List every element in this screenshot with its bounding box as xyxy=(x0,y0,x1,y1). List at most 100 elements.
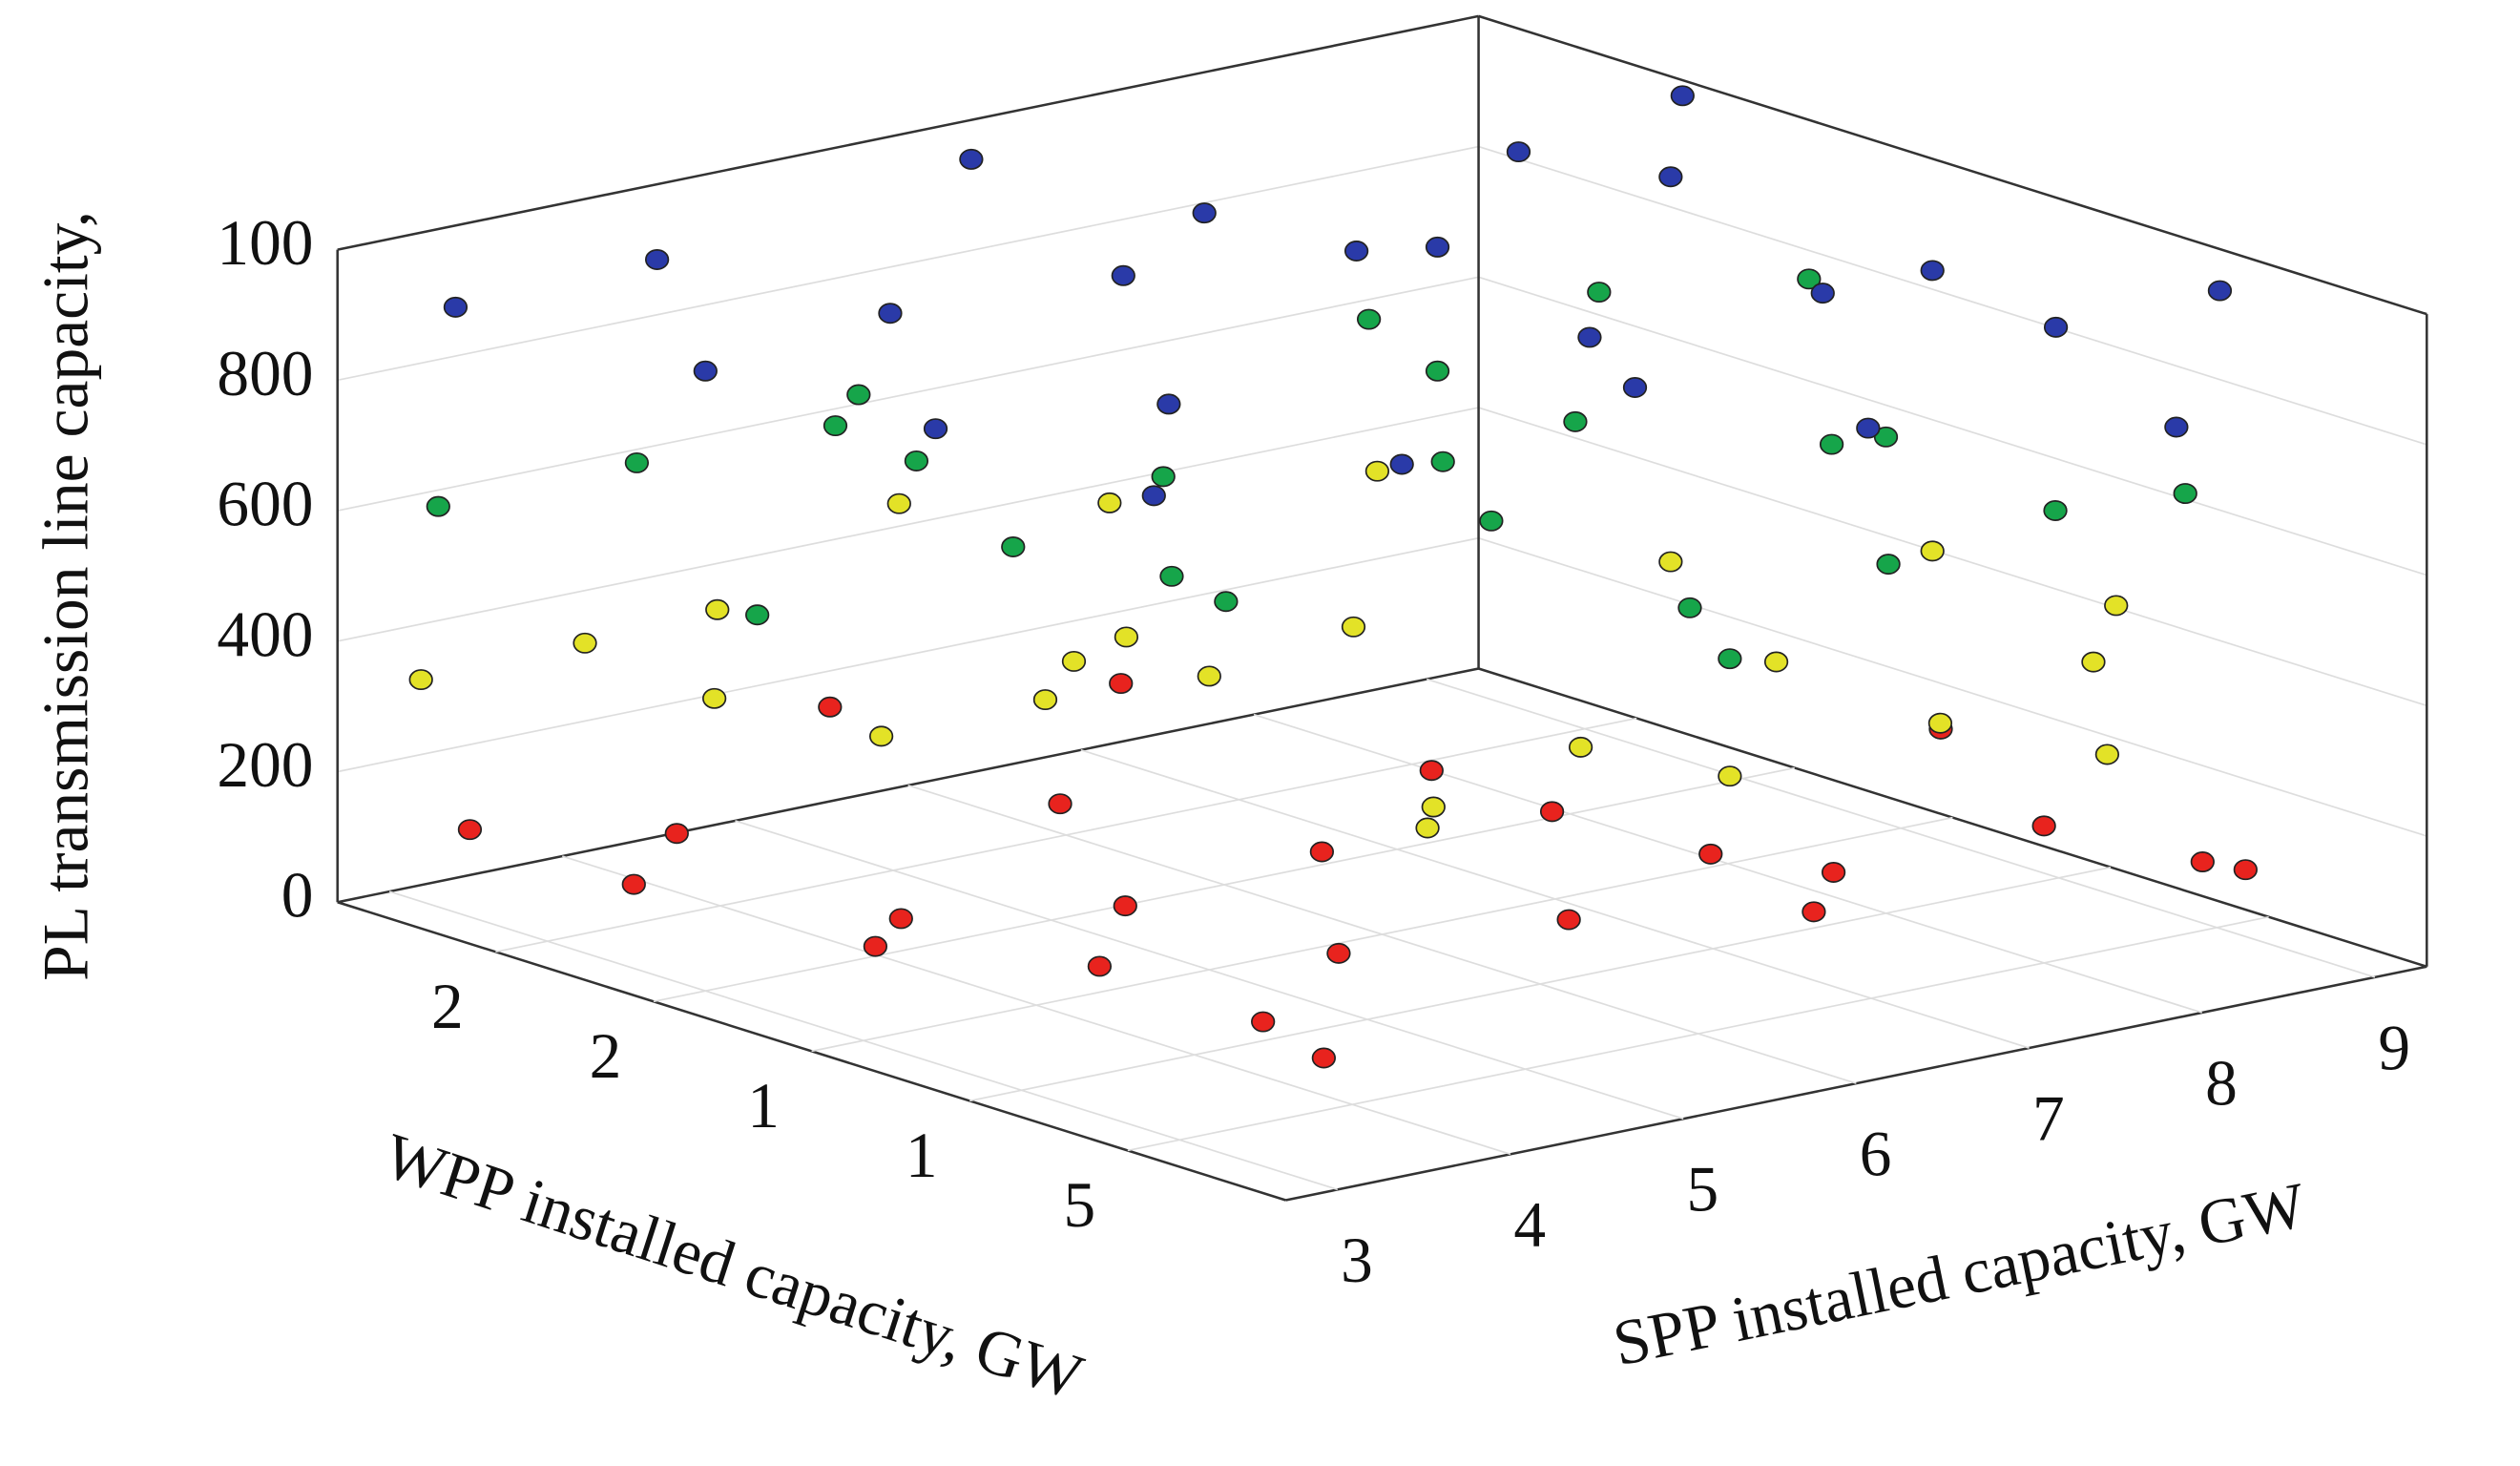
point xyxy=(1343,241,1369,262)
point xyxy=(1927,712,1953,734)
point xyxy=(878,303,903,325)
box-edge xyxy=(1478,667,2427,968)
point xyxy=(1032,689,1058,711)
point xyxy=(1214,591,1239,613)
point xyxy=(644,249,670,270)
point xyxy=(1389,453,1414,475)
point xyxy=(1111,264,1135,286)
x-tick-label: 5 xyxy=(1063,1169,1095,1241)
point xyxy=(621,873,646,895)
point xyxy=(1810,283,1835,304)
point xyxy=(1622,377,1648,398)
box-edge xyxy=(1478,14,2427,316)
point xyxy=(846,384,871,406)
point xyxy=(1159,565,1184,587)
point xyxy=(1658,551,1683,573)
point xyxy=(2031,815,2056,837)
box xyxy=(336,14,2428,1202)
point xyxy=(457,819,483,841)
point xyxy=(1718,648,1742,670)
y-tick-label: 9 xyxy=(2378,1012,2410,1083)
point xyxy=(923,418,948,440)
y-tick-label: 5 xyxy=(1687,1154,1719,1225)
point xyxy=(1156,393,1181,415)
point xyxy=(2190,851,2215,872)
point xyxy=(1364,460,1390,482)
point xyxy=(1819,433,1844,455)
point xyxy=(1556,909,1581,931)
point xyxy=(904,450,929,471)
point xyxy=(1539,801,1565,823)
x-tick-label: 2 xyxy=(590,1020,622,1092)
point xyxy=(693,360,718,382)
grid-line xyxy=(1253,713,2203,1014)
point xyxy=(1856,417,1881,439)
point xyxy=(1113,895,1137,917)
point xyxy=(1873,426,1899,448)
point xyxy=(1698,843,1723,865)
point xyxy=(1718,765,1742,787)
point xyxy=(1151,466,1176,488)
box-edge xyxy=(337,14,1479,251)
x-tick-label: 1 xyxy=(906,1120,938,1191)
grid-line xyxy=(337,407,1479,642)
x-tick-label: 1 xyxy=(747,1070,780,1141)
z-tick-label: 800 xyxy=(217,338,313,409)
point xyxy=(1821,862,1846,883)
z-tick-label: 400 xyxy=(217,598,313,670)
point xyxy=(1479,510,1504,532)
z-tick-label: 200 xyxy=(217,729,313,801)
point xyxy=(1763,651,1789,673)
y-tick-label: 6 xyxy=(1860,1119,1892,1190)
grid-line xyxy=(1426,678,2376,978)
point xyxy=(1419,760,1444,782)
y-tick-label: 7 xyxy=(2032,1082,2065,1154)
y-tick-label: 4 xyxy=(1513,1189,1546,1261)
point xyxy=(2081,651,2106,673)
grid-line xyxy=(735,820,1684,1120)
z-tick-label: 600 xyxy=(217,469,313,540)
grid-line xyxy=(1478,276,2427,576)
point xyxy=(1309,841,1335,863)
grid-line xyxy=(337,145,1479,382)
point xyxy=(1048,793,1073,815)
z-tick-label: 0 xyxy=(281,860,314,932)
point xyxy=(2164,416,2189,438)
point xyxy=(426,495,450,517)
point xyxy=(702,687,727,709)
point xyxy=(705,598,730,620)
point xyxy=(1356,308,1382,330)
point xyxy=(1506,141,1531,163)
point xyxy=(2043,316,2069,338)
point xyxy=(886,492,911,514)
point xyxy=(818,696,843,718)
point xyxy=(624,451,650,473)
point xyxy=(1568,736,1593,758)
grid-line xyxy=(1478,145,2427,446)
box-edge xyxy=(337,667,1479,904)
point xyxy=(1920,260,1945,282)
point xyxy=(1425,360,1450,382)
point xyxy=(2043,500,2068,521)
point xyxy=(408,669,433,691)
z-tick-label: 100 xyxy=(217,207,313,279)
point xyxy=(664,823,689,845)
point xyxy=(1192,202,1217,224)
point xyxy=(1801,901,1826,923)
grid-line xyxy=(388,890,1339,1191)
point xyxy=(959,148,984,170)
point xyxy=(1087,955,1113,977)
point xyxy=(1311,1047,1336,1069)
point xyxy=(2233,859,2258,881)
point xyxy=(868,725,894,747)
point xyxy=(2207,280,2233,302)
grid-line xyxy=(1478,407,2427,707)
point xyxy=(1197,665,1221,687)
grid-line xyxy=(562,855,1511,1156)
point xyxy=(2104,595,2129,617)
point xyxy=(1797,268,1822,290)
y-tick-label: 3 xyxy=(1341,1225,1373,1296)
point xyxy=(1141,485,1166,507)
grid-line xyxy=(1478,536,2427,837)
